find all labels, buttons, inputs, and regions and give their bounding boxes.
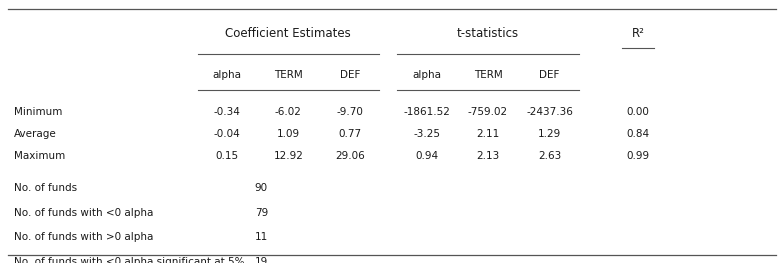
Text: t-statistics: t-statistics xyxy=(457,27,519,40)
Text: -1861.52: -1861.52 xyxy=(403,107,450,117)
Text: TERM: TERM xyxy=(274,70,303,80)
Text: 0.77: 0.77 xyxy=(338,129,361,139)
Text: DEF: DEF xyxy=(339,70,360,80)
Text: Coefficient Estimates: Coefficient Estimates xyxy=(226,27,351,40)
Text: 19: 19 xyxy=(255,257,268,263)
Text: 0.84: 0.84 xyxy=(626,129,649,139)
Text: No. of funds: No. of funds xyxy=(14,183,77,193)
Text: alpha: alpha xyxy=(212,70,241,80)
Text: Maximum: Maximum xyxy=(14,151,65,161)
Text: 0.00: 0.00 xyxy=(626,107,649,117)
Text: 90: 90 xyxy=(255,183,268,193)
Text: No. of funds with <0 alpha: No. of funds with <0 alpha xyxy=(14,208,154,218)
Text: Minimum: Minimum xyxy=(14,107,63,117)
Text: No. of funds with >0 alpha: No. of funds with >0 alpha xyxy=(14,232,154,242)
Text: -759.02: -759.02 xyxy=(468,107,508,117)
Text: 0.99: 0.99 xyxy=(626,151,649,161)
Text: 2.63: 2.63 xyxy=(538,151,561,161)
Text: -9.70: -9.70 xyxy=(336,107,363,117)
Text: 0.15: 0.15 xyxy=(216,151,238,161)
Text: 11: 11 xyxy=(255,232,268,242)
Text: No. of funds with <0 alpha significant at 5%: No. of funds with <0 alpha significant a… xyxy=(14,257,245,263)
Text: -6.02: -6.02 xyxy=(275,107,302,117)
Text: R²: R² xyxy=(631,27,644,40)
Text: 79: 79 xyxy=(255,208,268,218)
Text: alpha: alpha xyxy=(412,70,441,80)
Text: 12.92: 12.92 xyxy=(274,151,303,161)
Text: -3.25: -3.25 xyxy=(413,129,440,139)
Text: -0.04: -0.04 xyxy=(213,129,240,139)
Text: TERM: TERM xyxy=(474,70,503,80)
Text: 2.13: 2.13 xyxy=(477,151,499,161)
Text: DEF: DEF xyxy=(539,70,560,80)
Text: 29.06: 29.06 xyxy=(335,151,365,161)
Text: -0.34: -0.34 xyxy=(213,107,240,117)
Text: 2.11: 2.11 xyxy=(477,129,499,139)
Text: 1.29: 1.29 xyxy=(538,129,561,139)
Text: Average: Average xyxy=(14,129,56,139)
Text: 0.94: 0.94 xyxy=(415,151,438,161)
Text: -2437.36: -2437.36 xyxy=(526,107,573,117)
Text: 1.09: 1.09 xyxy=(277,129,299,139)
